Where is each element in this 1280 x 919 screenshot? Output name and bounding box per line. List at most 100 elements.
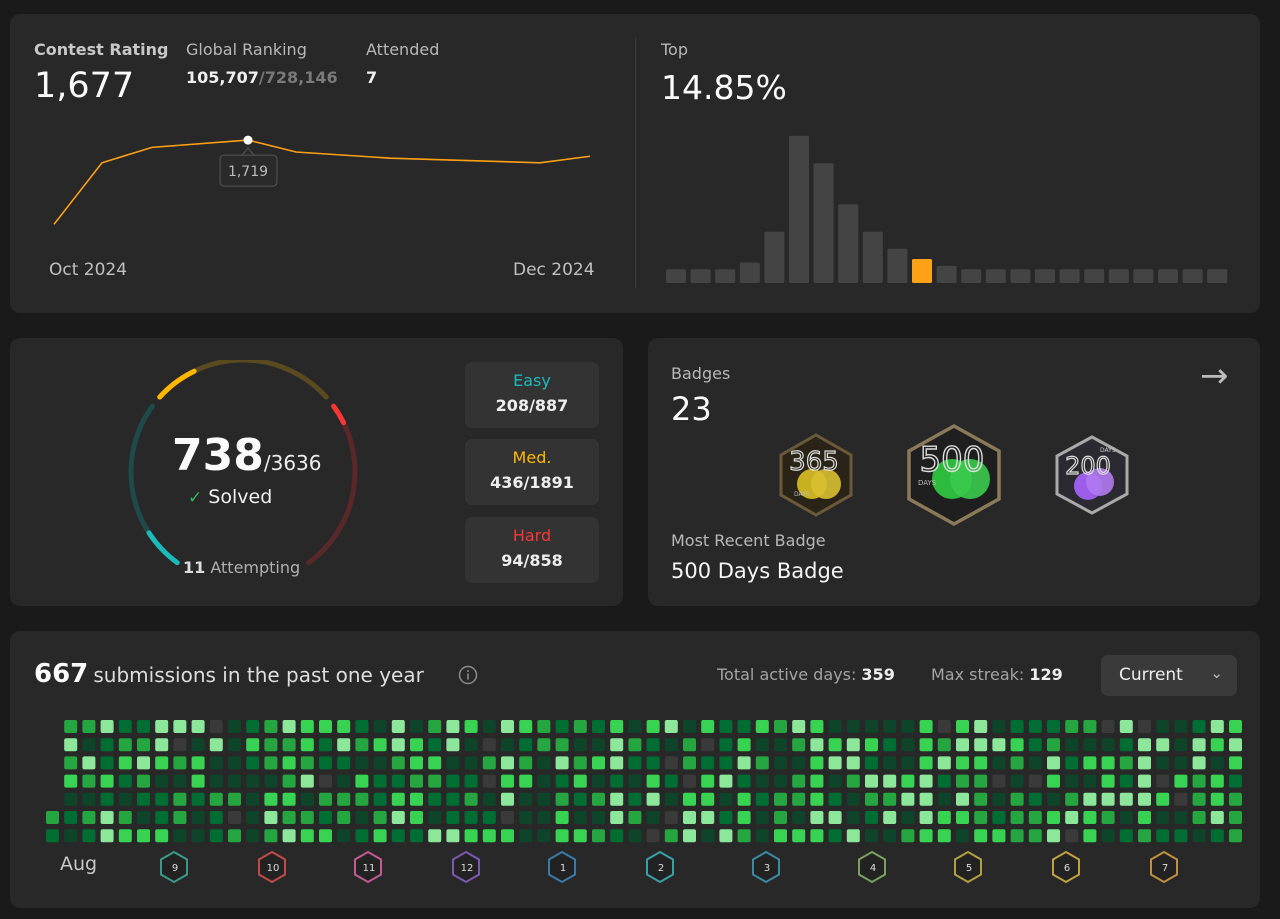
submission-heatmap[interactable] [34,717,1244,847]
medium-stat-box[interactable]: Med. 436/1891 [465,439,599,505]
heatmap-cell [391,756,405,770]
rating-point [538,161,542,165]
heatmap-cell [1047,774,1060,788]
heatmap-cell [610,829,624,843]
month-badge-number: 4 [870,863,876,874]
easy-stat-box[interactable]: Easy 208/887 [465,362,599,428]
heatmap-cell [974,756,988,770]
solved-count: 738/3636 [172,430,322,481]
hard-stat-box[interactable]: Hard 94/858 [465,517,599,583]
month-badge-icon[interactable]: 5 [952,850,984,884]
distribution-bar [739,262,760,283]
arrow-right-icon[interactable]: → [1200,356,1229,396]
heatmap-cell [464,756,478,770]
heatmap-cell [937,774,951,788]
month-badge-number: 7 [1162,863,1168,874]
tooltip-pointer [241,147,255,156]
submissions-card: 667 submissions in the past one year Tot… [10,631,1260,908]
heatmap-cell [1210,774,1224,788]
heatmap-cell [646,811,660,824]
heatmap-cell [137,829,150,843]
heatmap-cell [246,792,260,806]
badge-days-text: DAYS [918,479,937,487]
heatmap-cell [155,774,169,788]
month-badge-icon[interactable]: 1 [546,850,578,884]
heatmap-cell [428,811,442,824]
heatmap-cell [464,738,478,752]
heatmap-cell [282,756,296,770]
heatmap-cell [228,756,241,770]
heatmap-cell [992,756,1006,770]
heatmap-cell [774,829,787,843]
month-badge-icon[interactable]: 4 [856,850,888,884]
heatmap-cell [1101,720,1115,733]
heatmap-cell [355,738,369,752]
heatmap-cell [1119,792,1133,806]
distribution-bar [887,248,908,283]
month-badge-icon[interactable]: 12 [450,850,482,884]
heatmap-cell [337,811,351,824]
heatmap-cell [228,738,241,752]
heatmap-cell [1210,738,1224,752]
heatmap-cell [792,720,806,733]
month-badge-icon[interactable]: 10 [256,850,288,884]
badges-label: Badges [671,364,731,383]
heatmap-cell [737,774,751,788]
heatmap-cell [501,720,514,733]
heatmap-cell [264,720,278,733]
month-badge-icon[interactable]: 11 [352,850,384,884]
heatmap-cell [446,738,460,752]
heatmap-cell [774,720,787,733]
heatmap-cell [919,756,933,770]
heatmap-cell [173,774,187,788]
distribution-bar [813,163,834,283]
heatmap-cell [537,738,551,752]
month-badge-icon[interactable]: 3 [750,850,782,884]
rating-line-chart[interactable]: 1,719 [40,114,610,304]
month-badge-icon[interactable]: 2 [644,850,676,884]
heatmap-cell [1119,811,1133,824]
heatmap-cell [155,738,169,752]
heatmap-cell [501,811,514,824]
heatmap-cell [1101,774,1115,788]
heatmap-cell [264,738,278,752]
500-days-badge-icon[interactable]: 500 DAYS [904,423,1004,527]
badge-days-text: DAYS [1100,447,1116,454]
month-badge-icon[interactable]: 9 [158,850,190,884]
tooltip-box [219,154,278,187]
heatmap-cell [573,756,587,770]
heatmap-cell [1174,792,1188,806]
heatmap-cell [774,811,787,824]
heatmap-cell [628,829,642,843]
heatmap-cell [373,774,387,788]
heatmap-cell [355,774,369,788]
solved-progress-ring[interactable] [113,360,373,580]
heatmap-cell [82,738,96,752]
month-badge-icon[interactable]: 7 [1148,850,1180,884]
heatmap-cell [1065,811,1079,824]
heatmap-cell [1010,792,1024,806]
heatmap-cell [410,829,423,843]
heatmap-cell [1065,792,1079,806]
heatmap-cell [1174,738,1188,752]
heatmap-cell [1156,792,1170,806]
heatmap-cell [1028,756,1042,770]
200-days-badge-icon[interactable]: 200 DAYS [1052,434,1132,516]
heatmap-cell [537,774,551,788]
heatmap-cell [956,829,969,843]
max-streak-stat: Max streak: 129 [931,665,1063,684]
period-dropdown[interactable]: Current ⌄ [1101,655,1237,696]
heatmap-cell [1119,829,1133,843]
heatmap-cell [956,792,969,806]
month-badge-icon[interactable]: 6 [1050,850,1082,884]
chevron-down-icon: ⌄ [1210,664,1223,682]
heatmap-cell [1083,774,1097,788]
heatmap-cell [901,829,915,843]
heatmap-cell [100,774,114,788]
heatmap-cell [610,738,624,752]
heatmap-cell [391,720,405,733]
365-days-badge-icon[interactable]: 365 DAYS [776,432,856,518]
info-icon[interactable] [458,665,478,685]
heatmap-cell [573,829,587,843]
contest-rating-label: Contest Rating [34,40,169,59]
